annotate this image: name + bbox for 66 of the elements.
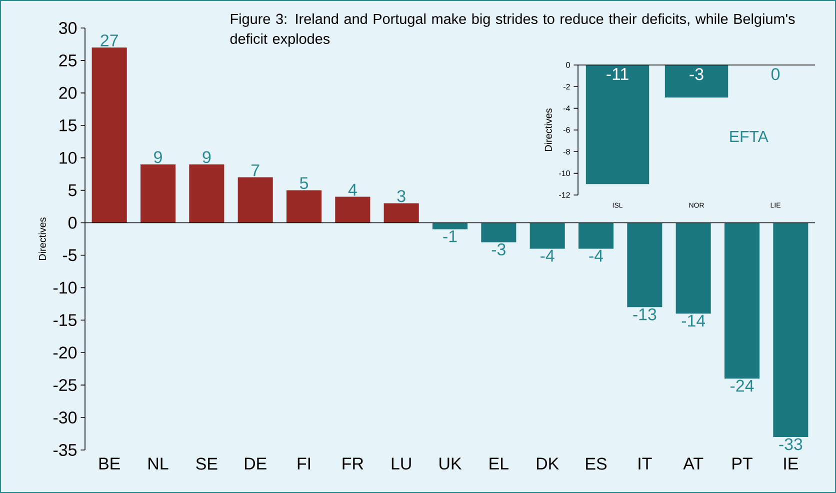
bar bbox=[432, 222, 468, 230]
data-label: -3 bbox=[690, 68, 704, 80]
data-label: 4 bbox=[348, 184, 357, 196]
data-label: 5 bbox=[300, 177, 308, 190]
x-tick-label: DK bbox=[536, 458, 559, 470]
y-tick-label: 25 bbox=[59, 54, 77, 66]
x-tick-label: SE bbox=[196, 458, 218, 470]
data-label: -33 bbox=[779, 438, 802, 450]
y-tick-label: -35 bbox=[54, 444, 77, 456]
bar bbox=[627, 222, 662, 308]
x-tick-label: EL bbox=[490, 458, 508, 470]
x-tick-label: PT bbox=[732, 458, 752, 470]
bar bbox=[189, 164, 224, 223]
data-label: -1 bbox=[443, 230, 457, 242]
bar bbox=[238, 177, 273, 223]
x-tick-label: ES bbox=[586, 458, 607, 470]
y-tick-label: 10 bbox=[60, 152, 77, 164]
data-label: -14 bbox=[682, 314, 706, 326]
x-tick-label: DE bbox=[244, 458, 266, 470]
data-label: 7 bbox=[252, 164, 260, 176]
y-tick-label: 20 bbox=[59, 86, 77, 99]
data-label: 27 bbox=[100, 34, 118, 46]
data-label: 9 bbox=[202, 151, 211, 164]
x-tick-label: IT bbox=[638, 458, 652, 470]
bar bbox=[384, 203, 419, 223]
x-tick-label: IE bbox=[784, 458, 798, 470]
data-label: 0 bbox=[771, 68, 780, 80]
data-label: 9 bbox=[154, 151, 162, 164]
data-label: -11 bbox=[606, 68, 628, 80]
data-label: -3 bbox=[492, 243, 506, 256]
x-tick-label: FR bbox=[342, 458, 364, 470]
data-label: -13 bbox=[633, 308, 656, 320]
data-label: 3 bbox=[397, 190, 406, 202]
y-tick-label: 30 bbox=[59, 22, 77, 34]
bar bbox=[140, 164, 176, 223]
data-label: -24 bbox=[730, 380, 754, 392]
y-tick-label: -15 bbox=[54, 314, 77, 326]
y-tick-label: 15 bbox=[60, 119, 77, 132]
x-tick-label: BE bbox=[99, 458, 120, 470]
data-label: -4 bbox=[540, 250, 554, 262]
data-label: -4 bbox=[589, 250, 604, 262]
x-tick-label: LU bbox=[392, 458, 411, 470]
y-axis-title: Directives bbox=[38, 217, 46, 260]
y-axis-title: Directives bbox=[544, 108, 552, 152]
y-tick-label: 5 bbox=[68, 184, 77, 196]
bar bbox=[481, 222, 516, 242]
y-tick-label: -5 bbox=[62, 249, 77, 262]
y-tick-label: 0 bbox=[68, 216, 77, 229]
x-tick-label: AT bbox=[683, 458, 704, 470]
bar bbox=[676, 222, 711, 314]
y-tick-label: -20 bbox=[54, 346, 77, 359]
bar bbox=[773, 222, 808, 437]
bar bbox=[530, 222, 565, 249]
chart-title: Figure 3: Ireland and Portugal make big strides to reduce their deficits, while Belgium's deficit explodes bbox=[230, 13, 795, 47]
bar bbox=[578, 222, 614, 249]
bar bbox=[724, 222, 760, 379]
x-tick-label: NL bbox=[148, 458, 168, 470]
bar bbox=[286, 190, 322, 223]
y-tick-label: -25 bbox=[54, 379, 77, 392]
x-tick-label: FI bbox=[298, 458, 310, 470]
bar bbox=[335, 196, 370, 223]
x-tick-label: UK bbox=[440, 458, 462, 470]
text: EFTA bbox=[730, 131, 768, 142]
y-tick-label: -10 bbox=[54, 282, 77, 294]
y-tick-label: -30 bbox=[54, 412, 77, 424]
bar bbox=[92, 47, 127, 223]
